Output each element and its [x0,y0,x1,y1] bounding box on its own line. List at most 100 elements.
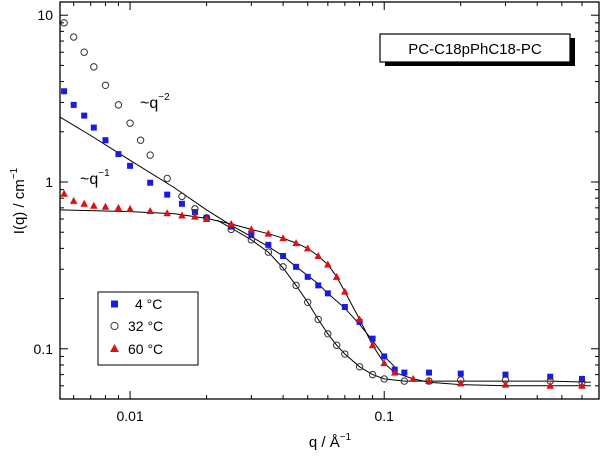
data-point [247,236,256,244]
legend-label-60c: 60 °C [128,341,163,357]
data-point [90,124,97,131]
data-point [147,179,154,186]
series-1 [60,19,586,386]
data-point [400,377,409,385]
data-point [401,369,408,376]
data-point [368,341,377,349]
data-point [369,335,376,342]
data-point [380,375,388,383]
annotation-q-minus-1: ~q−1 [80,168,110,188]
data-point [324,330,332,338]
data-point [355,315,364,323]
x-axis-label: q / Å−1 [309,432,352,451]
data-point [355,363,364,371]
axis-ticks: 0.01 0.1 0.1 1 10 [34,2,599,424]
x-tick-label: 0.1 [374,408,394,424]
data-point [293,263,300,270]
annotation-q-minus-1-exp: −1 [98,168,110,179]
chart-title: PC-C18pPhC18-PC [408,41,542,58]
title-box-frame [379,33,571,63]
data-point [409,374,417,382]
title-box: PC-C18pPhC18-PC [379,33,575,66]
data-point [425,377,433,385]
data-point [264,248,273,256]
legend-label-4c: 4 °C [135,296,162,312]
data-point [501,380,510,388]
data-point [292,239,300,247]
data-point [456,379,465,387]
data-point [90,63,98,71]
data-point [546,381,555,389]
data-point [163,174,171,183]
data-point [332,272,341,280]
data-point [381,353,388,360]
annotation-q-minus-2: ~q−2 [140,92,170,112]
data-point [341,304,348,311]
data-point [70,101,77,108]
data-point [341,350,349,358]
data-point [69,196,78,204]
y-tick-label: 1 [45,174,53,190]
data-point [178,211,186,219]
data-point [324,290,331,297]
data-point [390,368,399,376]
data-point [265,241,272,248]
data-point [60,189,68,197]
data-point [191,205,199,213]
data-point [547,373,554,380]
data-point [163,209,172,217]
legend-label-32c: 32 °C [128,318,163,334]
legend-entry-32c: 32 °C [110,318,163,334]
x-axis-label-exponent: −1 [340,432,352,443]
data-point [80,199,89,207]
legend-entry-4c: 4 °C [111,296,162,312]
data-point [314,315,322,324]
annotation-q-minus-1-base: ~q [80,171,98,188]
data-point [279,234,287,242]
x-tick-label: 0.01 [116,408,143,424]
data-point [227,219,236,227]
data-point [178,200,185,207]
legend-marker-circle [110,321,119,331]
data-point [304,273,311,280]
data-point [247,225,256,233]
data-point [292,281,300,290]
data-point [304,298,312,306]
data-point [341,287,349,295]
data-point [332,341,341,349]
y-axis-label-text: I(q) / cm [11,179,28,234]
data-point [127,162,134,169]
data-point [164,191,171,198]
legend-entry-60c: 60 °C [110,341,163,357]
legend-marker-triangle [110,344,119,352]
data-point [81,112,88,119]
x-axis-label-text: q / Å [309,434,340,451]
y-axis-label-exponent: −1 [9,167,20,179]
data-point [101,202,110,210]
data-point [380,359,389,367]
legend-marker-square [111,300,118,308]
data-point [136,136,145,144]
y-tick-label: 10 [37,7,53,23]
data-point [264,229,273,237]
data-point [114,101,123,109]
legend: 4 °C 32 °C 60 °C [97,291,199,366]
data-points [60,19,586,389]
data-point [178,192,186,201]
data-point [126,204,134,212]
data-point [425,369,432,376]
data-point [90,201,98,209]
y-tick-label: 0.1 [34,341,54,357]
fit-line-0 [59,116,396,368]
data-point [80,48,88,56]
data-point [114,203,123,211]
plot-frame [59,1,600,400]
data-point [202,215,211,223]
data-point [502,371,509,378]
data-point [314,252,323,260]
data-point [146,151,154,159]
data-point [315,282,322,289]
data-point [146,207,154,215]
